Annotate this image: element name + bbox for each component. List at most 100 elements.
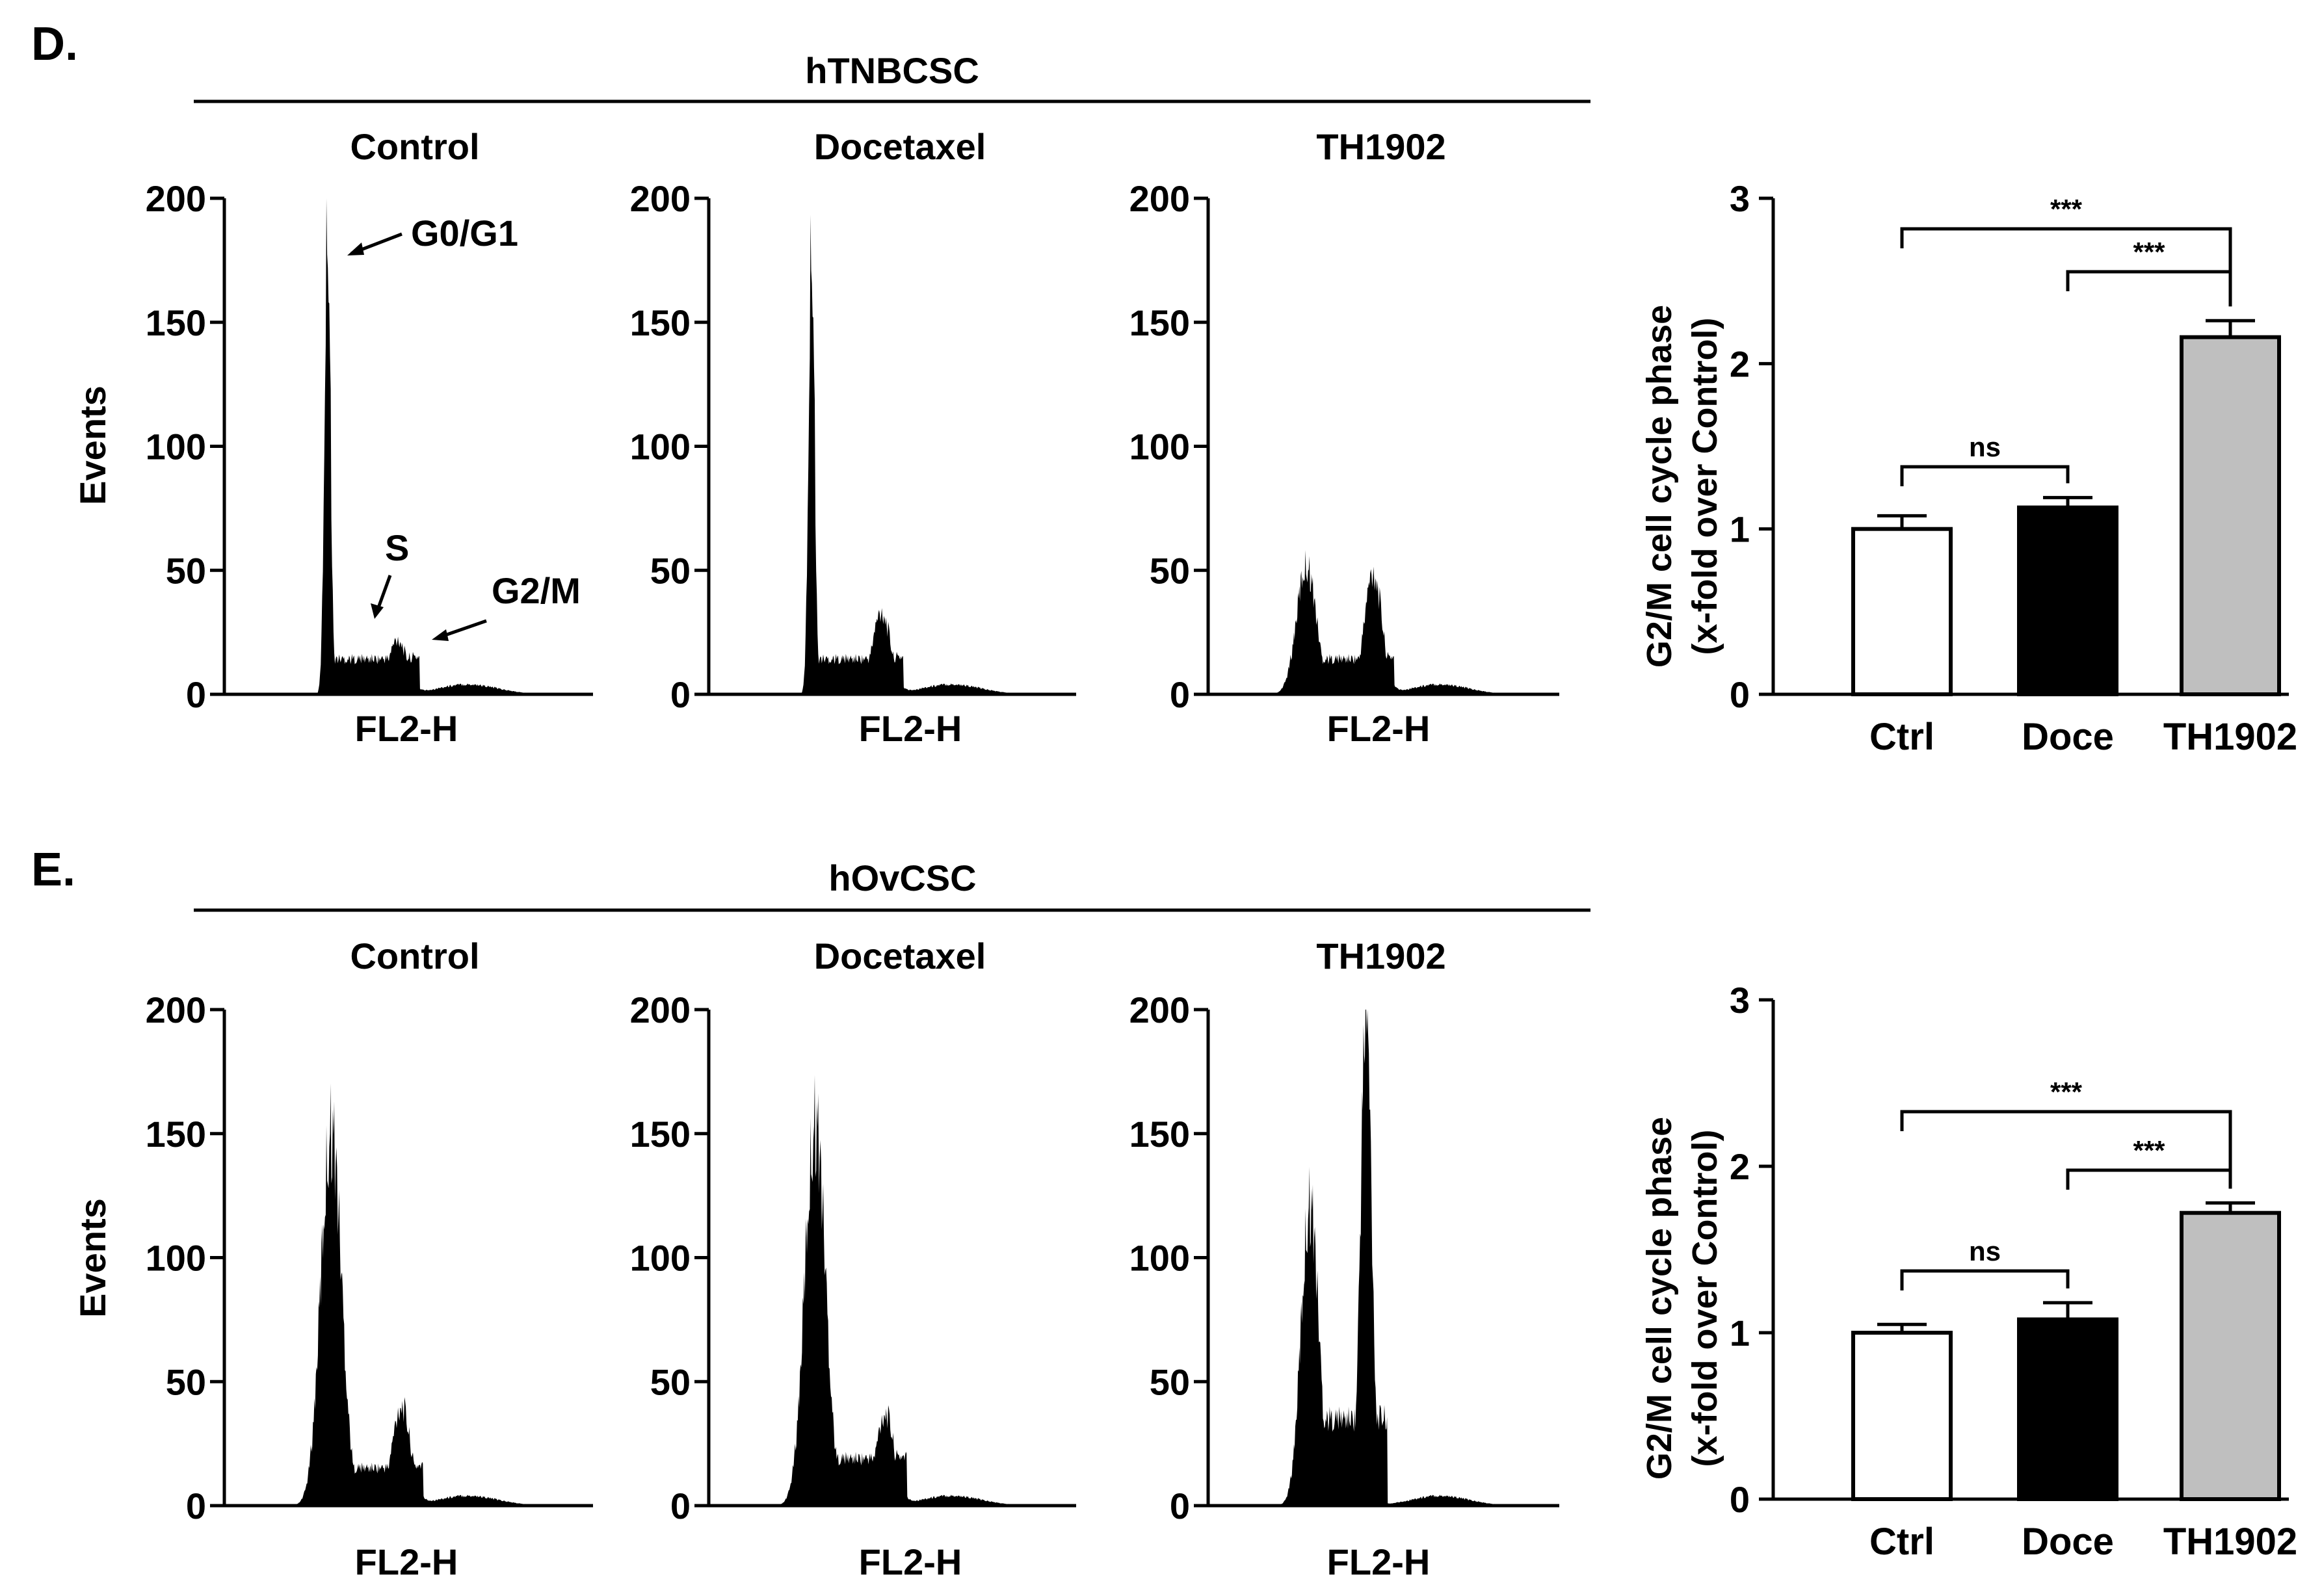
histogram-y-tick-label: 100 (630, 426, 691, 467)
histogram-area-d-control (224, 198, 593, 694)
hist-xlabel-d-control: FL2-H (355, 708, 458, 749)
significance-label: *** (2050, 1077, 2083, 1107)
hist-xlabel-e-docetaxel: FL2-H (859, 1541, 962, 1582)
histogram-y-tick-label: 0 (670, 674, 691, 715)
bar-category-label: Ctrl (1869, 716, 1934, 758)
panel-d-header: hTNBCSC (805, 50, 979, 91)
hist-title-d-th1902: TH1902 (1316, 126, 1445, 167)
annotation-g2m-arrowhead (432, 629, 449, 641)
histogram-area-d-th1902 (1208, 550, 1559, 694)
annotation-s-arrow (375, 575, 392, 612)
histogram-y-tick-label: 50 (650, 1361, 691, 1402)
bar-d-bar-th1902 (2180, 335, 2281, 696)
bar-category-label: TH1902 (2163, 1521, 2297, 1563)
annotation-s: S (385, 527, 409, 568)
panel-letter-e: E. (31, 844, 75, 896)
annotation-g2m-arrow (439, 619, 487, 639)
significance-bracket (1900, 465, 2070, 486)
bar-ylabel-e-line1: G2/M cell cycle phase (1640, 1117, 1679, 1480)
histogram-y-tick-label: 150 (1129, 1114, 1190, 1155)
histogram-y-tick-label: 150 (1129, 302, 1190, 343)
significance-bracket (1900, 1110, 2232, 1189)
bar-y-tick-label: 0 (1730, 674, 1750, 715)
significance-label: *** (2133, 1135, 2165, 1166)
histogram-y-tick-label: 0 (1170, 674, 1190, 715)
annotation-s-arrowhead (371, 603, 384, 619)
significance-bracket (1900, 227, 2232, 307)
annotation-g2m: G2/M (492, 570, 581, 611)
bar-y-tick-label: 2 (1730, 1146, 1750, 1187)
bar-e-bar-th1902 (2180, 1210, 2281, 1502)
histogram-y-tick-label: 0 (670, 1485, 691, 1526)
significance-label: ns (1969, 432, 2001, 462)
histogram-area-e-docetaxel (709, 1075, 1076, 1506)
histogram-y-tick-label: 200 (146, 989, 206, 1030)
hist-title-d-control: Control (350, 126, 479, 167)
histogram-y-tick-label: 50 (166, 550, 206, 591)
bar-ylabel-d-line2: (x-fold over Control) (1685, 318, 1724, 655)
panel-e-header: hOvCSC (828, 857, 976, 898)
significance-label: ns (1969, 1236, 2001, 1266)
annotation-g0g1: G0/G1 (411, 213, 518, 254)
hist-xlabel-d-docetaxel: FL2-H (859, 708, 962, 749)
hist-title-e-control: Control (350, 935, 479, 976)
significance-bracket (2066, 1168, 2232, 1190)
histogram-y-tick-label: 100 (630, 1238, 691, 1279)
significance-label: *** (2133, 237, 2165, 267)
charts-layer: 0501001502000501001502000501001502000501… (146, 178, 2298, 1563)
histogram-area-d-docetaxel (709, 215, 1076, 694)
histogram-area-e-control (224, 1083, 593, 1506)
histogram-y-tick-label: 0 (186, 1485, 206, 1526)
bar-e-bar-doce (2017, 1317, 2118, 1502)
histogram-y-tick-label: 50 (1150, 550, 1190, 591)
histogram-y-tick-label: 200 (1129, 989, 1190, 1030)
histogram-y-tick-label: 150 (630, 302, 691, 343)
histogram-y-tick-label: 200 (1129, 178, 1190, 219)
histogram-y-tick-label: 150 (146, 1114, 206, 1155)
bar-y-tick-label: 0 (1730, 1479, 1750, 1520)
hist-title-e-docetaxel: Docetaxel (814, 935, 986, 976)
bar-category-label: Doce (2022, 716, 2114, 758)
histogram-y-tick-label: 200 (630, 178, 691, 219)
bar-y-tick-label: 2 (1730, 343, 1750, 384)
bar-ylabel-d-line1: G2/M cell cycle phase (1640, 305, 1679, 668)
annotation-g0g1-arrowhead (347, 242, 364, 255)
histogram-y-tick-label: 50 (1150, 1361, 1190, 1402)
histogram-y-tick-label: 0 (186, 674, 206, 715)
histogram-y-tick-label: 100 (146, 426, 206, 467)
hist-xlabel-d-th1902: FL2-H (1327, 708, 1431, 749)
bar-e-bar-ctrl (1851, 1331, 1953, 1501)
histogram-y-tick-label: 50 (166, 1361, 206, 1402)
bar-ylabel-e-line2: (x-fold over Control) (1685, 1130, 1724, 1467)
histogram-y-tick-label: 200 (146, 178, 206, 219)
panel-letter-d: D. (31, 18, 78, 70)
bar-category-label: Doce (2022, 1521, 2114, 1563)
histogram-y-tick-label: 100 (1129, 1238, 1190, 1279)
histogram-y-tick-label: 150 (146, 302, 206, 343)
bar-y-tick-label: 3 (1730, 178, 1750, 219)
histogram-y-tick-label: 50 (650, 550, 691, 591)
hist-title-e-th1902: TH1902 (1316, 935, 1445, 976)
histogram-y-tick-label: 100 (146, 1238, 206, 1279)
histogram-y-tick-label: 100 (1129, 426, 1190, 467)
histogram-y-tick-label: 0 (1170, 1485, 1190, 1526)
bar-y-tick-label: 1 (1730, 509, 1750, 550)
histogram-y-tick-label: 200 (630, 989, 691, 1030)
bar-d-bar-doce (2017, 505, 2118, 696)
bar-y-tick-label: 3 (1730, 980, 1750, 1021)
hist-xlabel-e-th1902: FL2-H (1327, 1541, 1431, 1582)
histogram-area-e-th1902 (1208, 1010, 1559, 1506)
hist-xlabel-e-control: FL2-H (355, 1541, 458, 1582)
significance-label: *** (2050, 194, 2083, 224)
hist-ylabel-e: Events (72, 1198, 113, 1318)
bar-category-label: Ctrl (1869, 1521, 1934, 1563)
histogram-y-tick-label: 150 (630, 1114, 691, 1155)
hist-ylabel-d: Events (72, 386, 113, 505)
hist-title-d-docetaxel: Docetaxel (814, 126, 986, 167)
significance-bracket (1900, 1269, 2070, 1290)
bar-d-bar-ctrl (1851, 527, 1953, 697)
significance-bracket (2066, 270, 2232, 307)
bar-y-tick-label: 1 (1730, 1313, 1750, 1354)
bar-category-label: TH1902 (2163, 716, 2297, 758)
